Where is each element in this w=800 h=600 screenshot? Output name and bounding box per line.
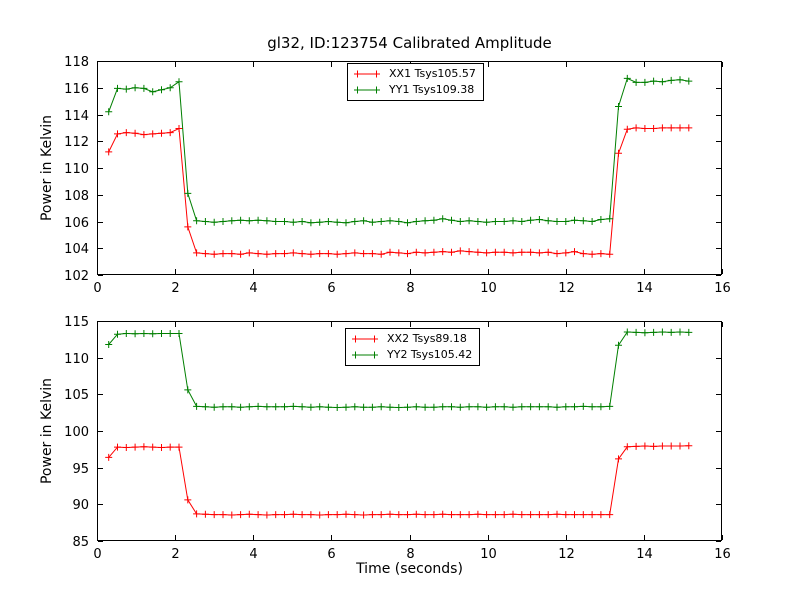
legend-label: XX2 Tsys89.18 (387, 332, 467, 345)
legend-line-sample-icon (354, 86, 380, 94)
y-tick-label: 90 (72, 498, 89, 513)
bottom-plot-legend: XX2 Tsys89.18 YY2 Tsys105.42 (345, 328, 481, 366)
bottom-plot-canvas: 0 2 4 6 8 10 12 14 16 85 90 95 100 105 110 115 (64, 315, 731, 562)
top-plot-legend: XX1 Tsys105.57 YY1 Tsys109.38 (347, 63, 484, 101)
legend-entry: XX2 Tsys89.18 (350, 331, 472, 347)
legend-sample-markers (354, 86, 380, 94)
axes-frame (97, 61, 722, 275)
y-tick-label: 100 (64, 425, 89, 440)
x-tick-label: 12 (558, 281, 575, 296)
legend-label: YY1 Tsys109.38 (389, 83, 475, 96)
x-axis-label: Time (seconds) (356, 561, 463, 577)
legend-entry: YY1 Tsys109.38 (352, 82, 476, 98)
y-tick-label: 116 (64, 82, 89, 97)
top-plot-canvas: 0 2 4 6 8 10 12 14 16 102 104 106 108 110 112 114 116 118 (64, 55, 731, 296)
legend-entry: YY2 Tsys105.42 (350, 347, 472, 363)
bottom-plot-ylabel: Power in Kelvin (39, 377, 55, 485)
series-line (108, 127, 689, 255)
x-tick-label: 10 (480, 281, 497, 296)
series-markers (105, 442, 693, 519)
x-tick-label: 0 (93, 547, 101, 562)
legend-label: YY2 Tsys105.42 (387, 348, 473, 361)
y-tick-label: 112 (64, 135, 89, 150)
x-tick-label: 4 (249, 281, 257, 296)
legend-line-sample-icon (352, 335, 378, 343)
legend-sample-markers (352, 335, 378, 343)
x-tick-label: 0 (93, 281, 101, 296)
legend-sample-markers (354, 70, 380, 78)
y-tick-label: 105 (64, 388, 89, 403)
y-tick-label: 106 (64, 216, 89, 231)
y-tick-label: 95 (72, 462, 89, 477)
legend-sample-markers (352, 351, 378, 359)
y-tick-label: 115 (64, 315, 89, 330)
axes-frame (97, 321, 722, 541)
x-tick-label: 4 (249, 547, 257, 562)
figure-title: gl32, ID:123754 Calibrated Amplitude (267, 34, 552, 52)
x-tick-label: 6 (327, 547, 335, 562)
legend-label: XX1 Tsys105.57 (389, 67, 476, 80)
x-tick-label: 14 (636, 281, 653, 296)
y-tick-label: 102 (64, 269, 89, 284)
x-tick-label: 8 (406, 547, 414, 562)
x-tick-label: 6 (327, 281, 335, 296)
y-tick-label: 108 (64, 189, 89, 204)
x-tick-label: 16 (714, 547, 731, 562)
x-tick-label: 10 (480, 547, 497, 562)
series-line (108, 445, 689, 516)
x-tick-label: 8 (406, 281, 414, 296)
y-tick-label: 85 (72, 535, 89, 550)
x-tick-label: 12 (558, 547, 575, 562)
top-plot-ylabel: Power in Kelvin (39, 114, 55, 222)
y-tick-label: 104 (64, 242, 89, 257)
series-markers (105, 328, 693, 411)
series-markers (105, 124, 693, 258)
x-tick-label: 14 (636, 547, 653, 562)
series-markers (105, 74, 693, 227)
y-tick-label: 114 (64, 109, 89, 124)
y-tick-label: 110 (64, 162, 89, 177)
y-tick-label: 118 (64, 55, 89, 70)
y-tick-label: 110 (64, 352, 89, 367)
x-tick-label: 16 (714, 281, 731, 296)
x-tick-label: 2 (171, 547, 179, 562)
x-tick-label: 2 (171, 281, 179, 296)
legend-line-sample-icon (352, 351, 378, 359)
legend-entry: XX1 Tsys105.57 (352, 66, 476, 82)
legend-line-sample-icon (354, 70, 380, 78)
